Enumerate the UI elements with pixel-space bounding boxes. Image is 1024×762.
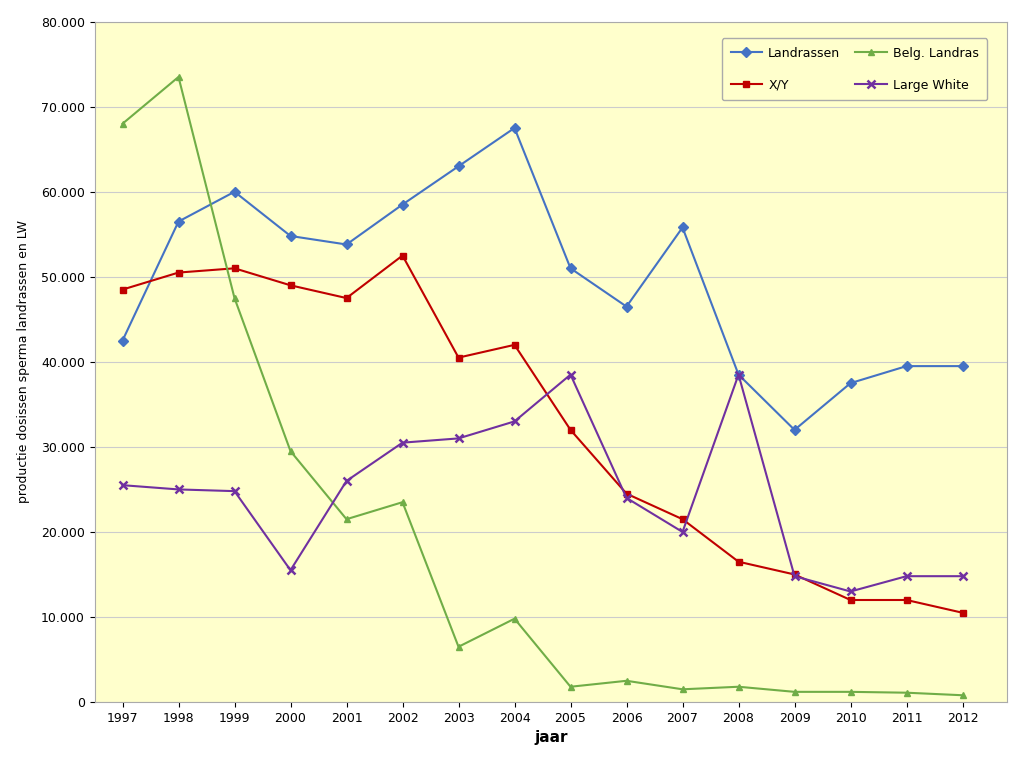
Large White [788, 572, 801, 581]
Large White [732, 370, 744, 379]
Landrassen [956, 361, 969, 370]
X/Y [228, 264, 241, 273]
Line: Large White: Large White [119, 370, 967, 596]
Landrassen [117, 336, 129, 345]
Landrassen [453, 162, 465, 171]
X/Y [285, 280, 297, 290]
Landrassen [396, 200, 409, 209]
Large White [900, 572, 912, 581]
Belg. Landras [732, 682, 744, 691]
Large White [228, 487, 241, 496]
Belg. Landras [845, 687, 857, 696]
X/Y [845, 595, 857, 604]
Large White [677, 527, 689, 536]
Belg. Landras [564, 682, 577, 691]
Belg. Landras [228, 293, 241, 303]
X-axis label: jaar: jaar [535, 730, 567, 745]
X/Y [172, 268, 184, 277]
X/Y [621, 489, 633, 498]
X/Y [732, 557, 744, 566]
Landrassen [340, 240, 352, 249]
Line: Landrassen: Landrassen [119, 124, 966, 434]
Belg. Landras [900, 688, 912, 697]
Large White [453, 434, 465, 443]
X/Y [117, 285, 129, 294]
Line: Belg. Landras: Belg. Landras [119, 73, 966, 699]
Landrassen [228, 187, 241, 197]
Large White [845, 587, 857, 596]
Large White [621, 493, 633, 502]
Line: X/Y: X/Y [119, 252, 966, 616]
Belg. Landras [677, 685, 689, 694]
Large White [508, 417, 520, 426]
Landrassen [845, 379, 857, 388]
Belg. Landras [340, 514, 352, 523]
X/Y [900, 595, 912, 604]
X/Y [508, 341, 520, 350]
Landrassen [172, 217, 184, 226]
Belg. Landras [788, 687, 801, 696]
Landrassen [900, 361, 912, 370]
Belg. Landras [285, 447, 297, 456]
Large White [117, 481, 129, 490]
Large White [340, 476, 352, 485]
Large White [172, 485, 184, 494]
X/Y [956, 608, 969, 617]
X/Y [453, 353, 465, 362]
Belg. Landras [117, 119, 129, 128]
Y-axis label: productie dosissen sperma landrassen en LW: productie dosissen sperma landrassen en … [16, 220, 30, 504]
X/Y [677, 514, 689, 523]
Landrassen [788, 425, 801, 434]
Landrassen [564, 264, 577, 273]
X/Y [788, 570, 801, 579]
Belg. Landras [508, 614, 520, 623]
Legend: Landrassen, X/Y, Belg. Landras, Large White: Landrassen, X/Y, Belg. Landras, Large Wh… [722, 38, 987, 101]
Belg. Landras [621, 676, 633, 685]
X/Y [340, 293, 352, 303]
Large White [396, 438, 409, 447]
Belg. Landras [453, 642, 465, 652]
Belg. Landras [956, 690, 969, 700]
Landrassen [677, 223, 689, 232]
Large White [285, 565, 297, 575]
Large White [956, 572, 969, 581]
Landrassen [508, 123, 520, 133]
Belg. Landras [396, 498, 409, 507]
Belg. Landras [172, 72, 184, 82]
X/Y [396, 251, 409, 260]
Large White [564, 370, 577, 379]
Landrassen [621, 302, 633, 311]
Landrassen [285, 232, 297, 241]
X/Y [564, 425, 577, 434]
Landrassen [732, 370, 744, 379]
